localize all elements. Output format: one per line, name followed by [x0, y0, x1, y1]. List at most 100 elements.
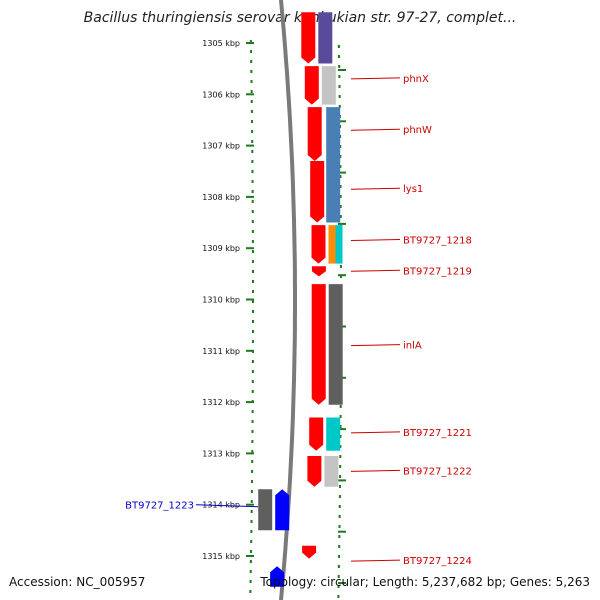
ruler-dot — [251, 310, 254, 313]
ruler-dot — [251, 240, 254, 243]
ruler-dot — [339, 175, 342, 178]
ruler-dot — [251, 250, 254, 253]
gene-label: BT9727_1224 — [403, 556, 472, 567]
ruler-dot — [251, 260, 254, 263]
ruler-dot — [338, 505, 341, 508]
ruler-dot — [251, 200, 254, 203]
feature-fwd_cog — [321, 66, 336, 105]
major-tick — [338, 69, 346, 71]
ruler-dot — [339, 195, 342, 198]
major-tick — [246, 452, 254, 455]
ruler-dot — [339, 445, 342, 448]
ruler-dot — [251, 130, 254, 133]
ruler-dot — [251, 220, 254, 223]
major-tick — [246, 555, 254, 557]
feature-fwd_cog — [326, 107, 341, 223]
ruler-dot — [250, 100, 253, 103]
ruler-dot — [339, 405, 342, 408]
major-tick — [246, 144, 254, 147]
feature-fwd_cog — [324, 456, 339, 487]
feature-tracks — [258, 12, 343, 587]
ruler-dot — [339, 275, 342, 278]
major-tick — [338, 582, 346, 584]
feature-fwd_cds — [310, 161, 325, 223]
ruler-dot — [250, 480, 253, 483]
feature-fwd_cds — [301, 12, 316, 64]
gene-label-leader — [350, 431, 401, 434]
ruler-dot — [251, 160, 254, 163]
ruler-dot — [339, 415, 342, 418]
ruler-dot — [251, 140, 254, 143]
ruler-dot — [251, 470, 254, 473]
feature-rev_cds — [270, 566, 285, 587]
ruler-dot — [337, 565, 340, 568]
ruler-dot — [338, 545, 341, 548]
ruler-dot — [339, 215, 342, 218]
feature-fwd_cds — [309, 417, 324, 451]
ruler-dot — [338, 105, 341, 108]
ruler-dot — [251, 270, 254, 273]
ruler-dot — [251, 320, 254, 323]
feature-fwd_cds — [311, 284, 326, 405]
gene-label: BT9727_1218 — [403, 236, 472, 247]
major-tick — [338, 120, 346, 123]
ruler-dot — [251, 430, 254, 433]
ruler-dot — [338, 495, 341, 498]
ruler-dot — [338, 485, 341, 488]
ruler-dot — [251, 390, 254, 393]
gene-label: lys1 — [403, 184, 423, 195]
gene-label: inlA — [403, 341, 422, 352]
ruler-dot — [251, 230, 254, 233]
gene-label: phnX — [403, 74, 429, 85]
ruler-dot — [249, 560, 252, 563]
ruler-dot — [339, 165, 342, 168]
ruler-dot — [339, 145, 342, 148]
tick-label: 1312 kbp — [202, 398, 240, 407]
major-tick — [246, 195, 254, 198]
ruler-dot — [337, 45, 340, 48]
ruler-dot — [339, 465, 342, 468]
ruler-dot — [338, 65, 341, 68]
tick-label: 1306 kbp — [202, 90, 240, 99]
ruler-dot — [250, 490, 253, 493]
ruler-dot — [337, 575, 340, 578]
tick-label: 1309 kbp — [202, 244, 240, 253]
major-tick — [338, 274, 346, 277]
gene-label: phnW — [403, 125, 432, 136]
ruler-dot — [338, 515, 341, 518]
feature-fwd_cog — [326, 417, 341, 451]
ruler-dot — [337, 585, 340, 588]
feature-fwd_cds — [304, 66, 319, 105]
ruler-dot — [250, 540, 253, 543]
ruler-dot — [251, 380, 254, 383]
gene-label-leader — [350, 469, 401, 472]
ruler-dot — [250, 500, 253, 503]
ruler-dot — [250, 530, 253, 533]
ruler-dot — [251, 440, 254, 443]
gene-label: BT9727_1223 — [125, 501, 194, 512]
ruler-dot — [251, 370, 254, 373]
major-tick — [338, 222, 346, 225]
major-tick — [246, 42, 254, 44]
ruler-dot — [251, 420, 254, 423]
ruler-dot — [251, 180, 254, 183]
ruler-dot — [251, 170, 254, 173]
ruler-dot — [251, 330, 254, 333]
major-tick — [246, 401, 254, 404]
ruler-dot — [249, 590, 252, 593]
ruler-dot — [338, 95, 341, 98]
ruler-dot — [338, 55, 341, 58]
tick-label: 1313 kbp — [202, 449, 240, 458]
major-tick — [246, 503, 254, 506]
ruler-dot — [251, 150, 254, 153]
ruler-dot — [250, 70, 253, 73]
ruler-dot — [251, 340, 254, 343]
ruler-dot — [250, 510, 253, 513]
ruler-dot — [339, 455, 342, 458]
ruler-dot — [251, 410, 254, 413]
ruler-dot — [339, 205, 342, 208]
ruler-dot — [338, 555, 341, 558]
feature-fwd_cds — [311, 266, 326, 277]
major-tick — [246, 298, 254, 301]
ruler-dot — [339, 265, 342, 268]
